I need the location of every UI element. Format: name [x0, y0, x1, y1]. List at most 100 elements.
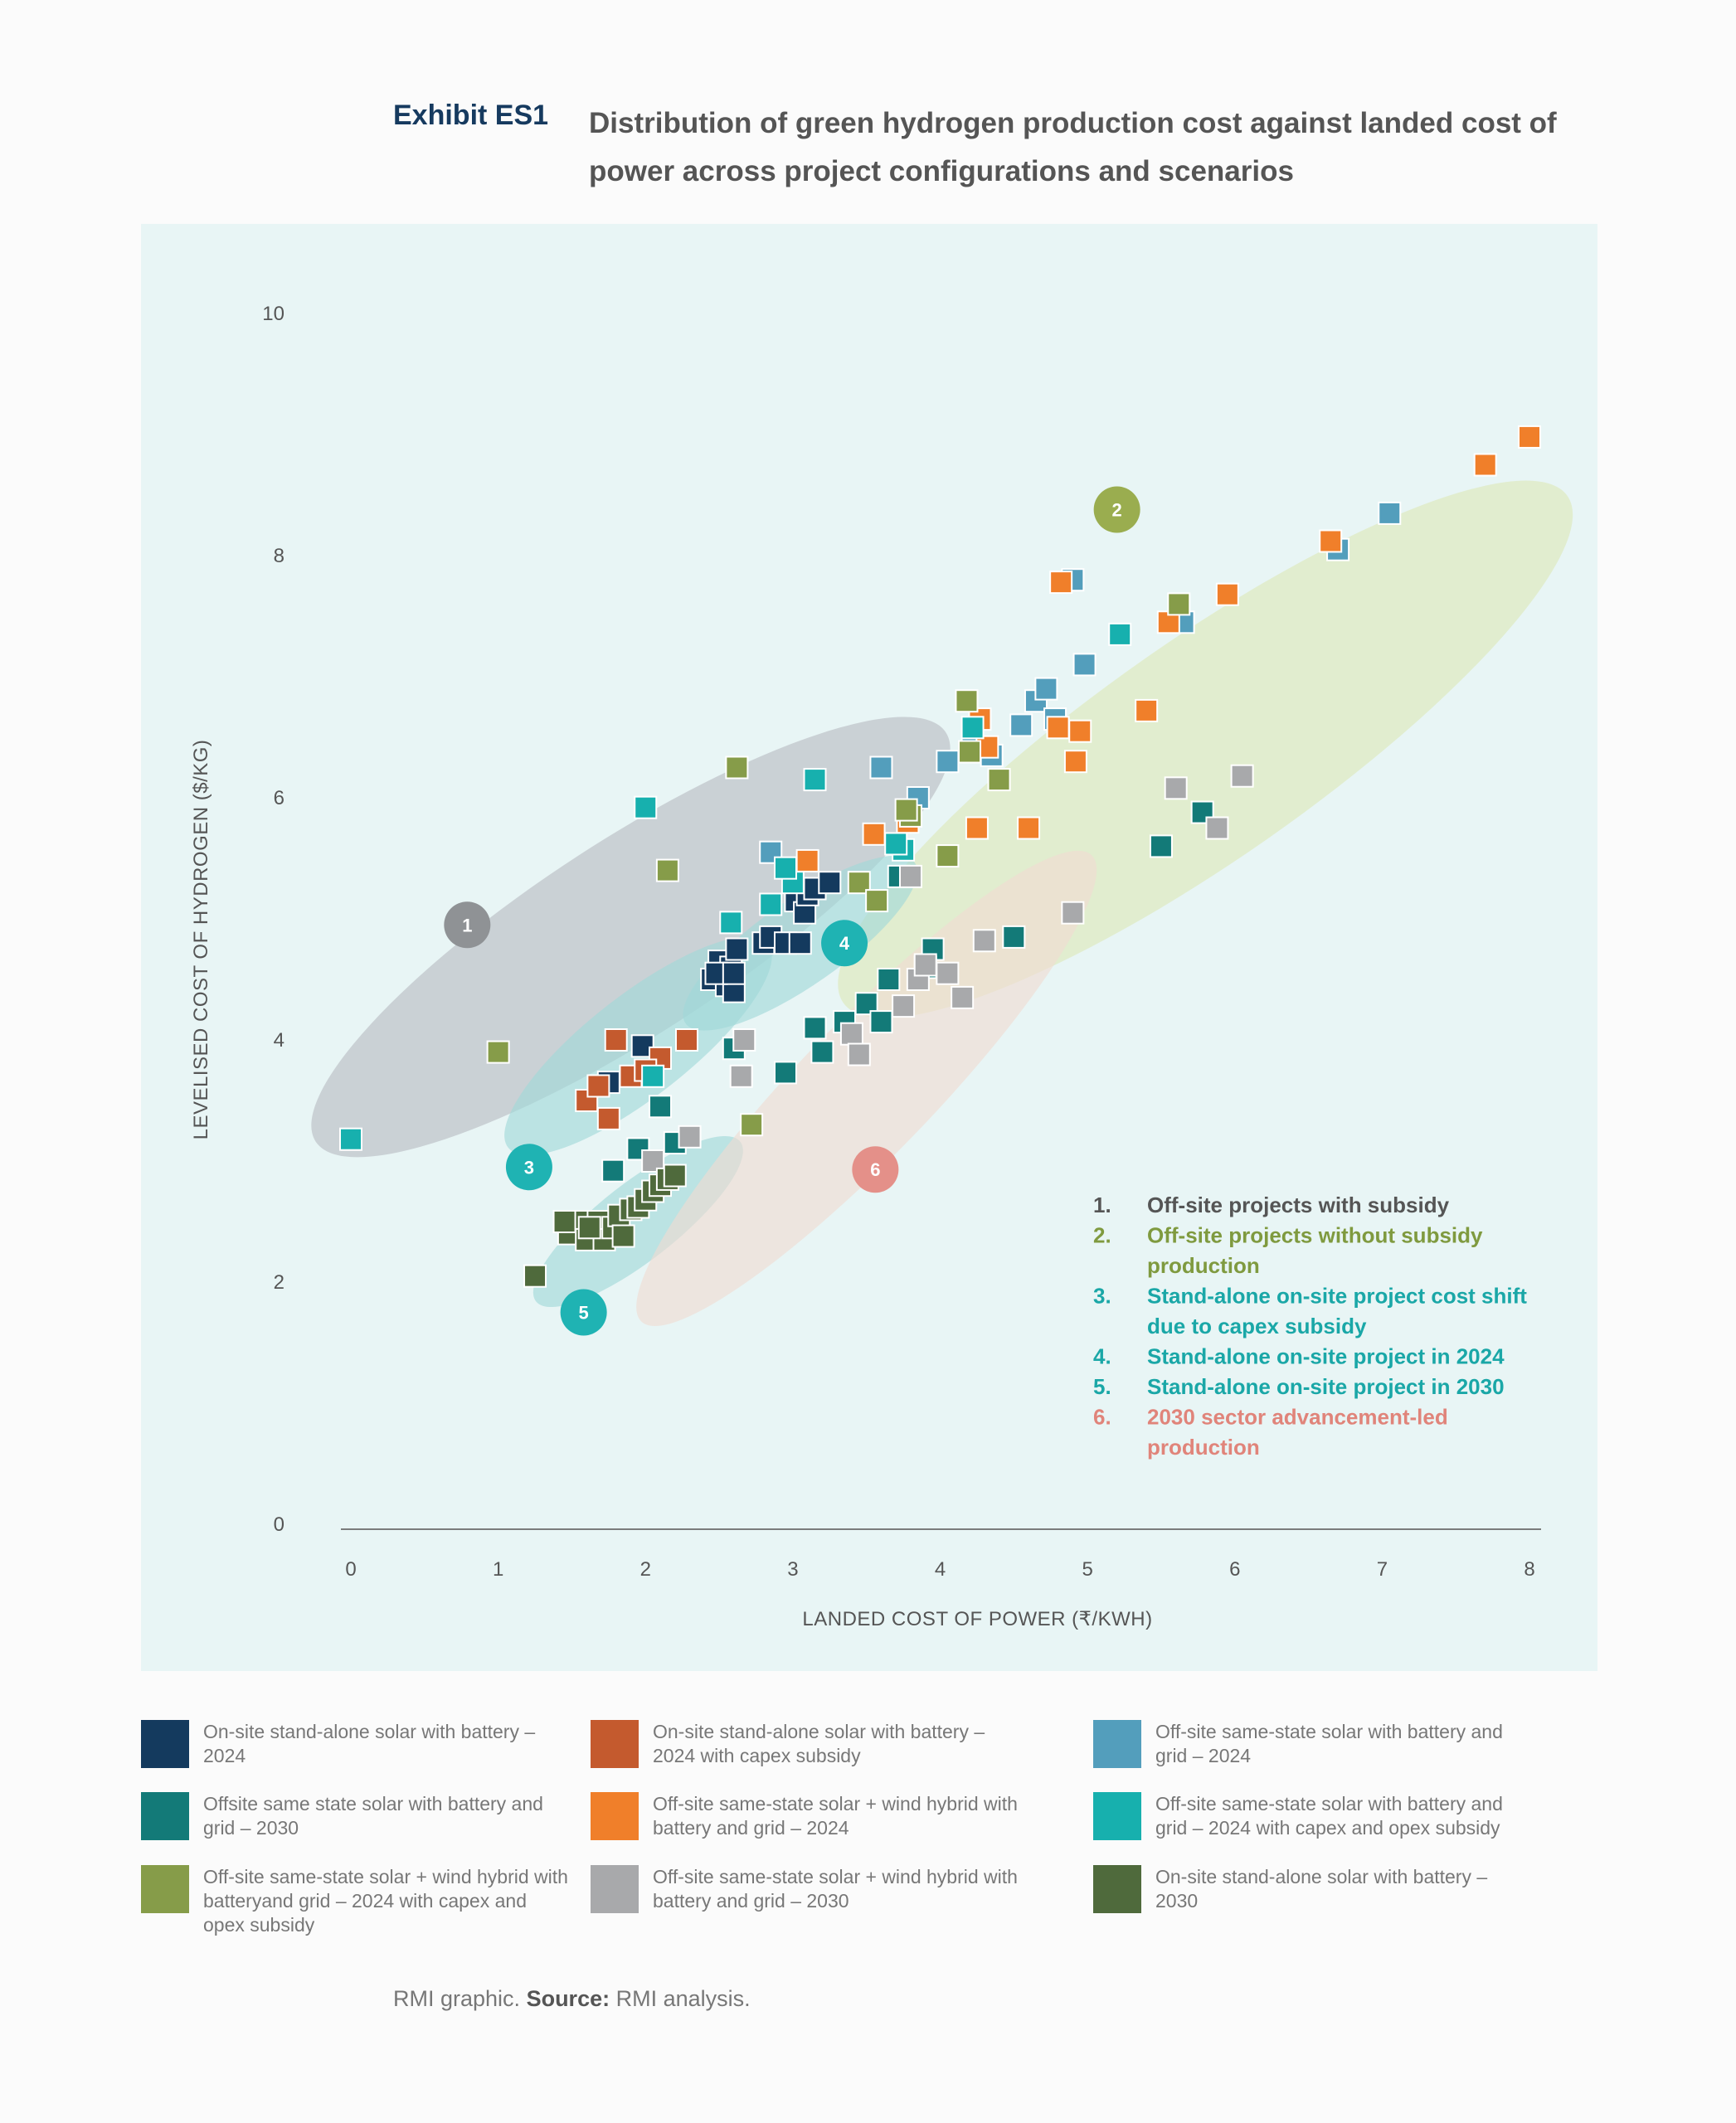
- region-marker-label: 1: [462, 915, 472, 935]
- axes: 0 1 2 3 4 5 6 7 8 0 2 4 6 8 10 LANDED COST OF POWER (₹/…: [190, 303, 1541, 1630]
- legend-swatch: [141, 1720, 189, 1768]
- region-markers: 1 2 3 4 5 6: [444, 486, 1140, 1336]
- legend-item: On-site stand-alone solar with battery –…: [141, 1718, 572, 1776]
- data-point-series-8: [1061, 901, 1085, 925]
- legend-swatch: [1093, 1792, 1141, 1840]
- annotation-number: 2.: [1093, 1223, 1111, 1248]
- legend-label: Off-site same-state solar + wind hybrid …: [653, 1793, 1018, 1839]
- data-point-series-5: [1046, 716, 1070, 740]
- legend-item: Off-site same-state solar + wind hybrid …: [141, 1863, 572, 1936]
- data-point-series-4: [877, 968, 901, 991]
- x-tick-label: 1: [493, 1558, 503, 1581]
- legend-swatch: [1093, 1720, 1141, 1768]
- data-point-series-8: [1230, 764, 1254, 788]
- data-point-series-3: [1378, 501, 1402, 525]
- annotation-text: Stand-alone on-site project cost shift: [1147, 1284, 1527, 1309]
- region-ellipse-1: [311, 717, 951, 1158]
- data-point-series-4: [649, 1095, 673, 1119]
- data-point-series-6: [773, 856, 797, 880]
- y-axis-label: LEVELISED COST OF HYDROGEN ($/KG): [190, 740, 212, 1140]
- data-point-series-6: [960, 716, 985, 740]
- data-point-series-7: [486, 1040, 510, 1064]
- annotation-text: due to capex subsidy: [1147, 1314, 1367, 1338]
- x-tick-label: 7: [1377, 1558, 1388, 1581]
- data-point-series-8: [913, 953, 937, 977]
- data-point-series-8: [972, 929, 996, 953]
- data-point-series-7: [894, 798, 918, 822]
- legend-item: Off-site same-state solar with battery a…: [1093, 1718, 1524, 1776]
- source-label: Source:: [526, 1986, 610, 2011]
- legend-item: Off-site same-state solar with battery a…: [1093, 1790, 1524, 1849]
- region-marker-label: 3: [524, 1157, 534, 1178]
- data-point-series-7: [847, 871, 871, 895]
- y-tick-label: 8: [274, 545, 284, 567]
- legend-label: Off-site same-state solar with battery a…: [1155, 1721, 1503, 1766]
- annotation-text: production: [1147, 1253, 1260, 1278]
- x-tick-label: 2: [640, 1558, 651, 1581]
- exhibit-label: Exhibit ES1: [393, 100, 549, 131]
- legend-label: Offsite same state solar with battery an…: [203, 1793, 543, 1839]
- legend-swatch: [591, 1865, 639, 1913]
- annotation-number: 1.: [1093, 1193, 1111, 1217]
- annotation-text: Off-site projects without subsidy: [1147, 1223, 1483, 1248]
- x-tick-label: 8: [1524, 1558, 1534, 1581]
- data-point-series-4: [869, 1010, 893, 1034]
- annotation-text: Stand-alone on-site project in 2030: [1147, 1374, 1505, 1399]
- data-point-series-7: [725, 755, 749, 780]
- data-point-series-3: [936, 750, 960, 774]
- source-text: RMI analysis.: [610, 1986, 751, 2011]
- data-point-series-5: [1068, 719, 1092, 743]
- data-point-series-5: [1473, 453, 1497, 477]
- data-point-series-6: [719, 911, 743, 935]
- annotation-number: 6.: [1093, 1405, 1111, 1430]
- legend-label: On-site stand-alone solar with battery –…: [653, 1721, 985, 1766]
- data-point-series-8: [732, 1028, 756, 1052]
- data-point-series-9: [577, 1216, 601, 1240]
- legend-label: Off-site same-state solar + wind hybrid …: [203, 1866, 568, 1936]
- chart-title: Distribution of green hydrogen productio…: [589, 107, 1557, 187]
- legend-item: Offsite same state solar with battery an…: [141, 1790, 572, 1849]
- region-marker-1: [444, 901, 491, 949]
- data-point-series-7: [936, 844, 960, 868]
- data-point-series-7: [987, 768, 1011, 792]
- legend-item: On-site stand-alone solar with battery –…: [1093, 1863, 1524, 1921]
- data-point-series-8: [678, 1125, 702, 1149]
- y-tick-label: 10: [262, 303, 284, 325]
- legend-item: Off-site same-state solar + wind hybrid …: [591, 1790, 1022, 1849]
- data-point-series-3: [1034, 677, 1058, 701]
- data-point-series-8: [1205, 816, 1229, 840]
- data-point-series-7: [655, 858, 679, 882]
- plot-panel: 0 1 2 3 4 5 6 7 8 0 2 4 6 8 10 LANDED COST OF POWER (₹/…: [141, 224, 1597, 1671]
- region-ellipse-6: [636, 850, 1097, 1326]
- legend-swatch: [141, 1792, 189, 1840]
- x-tick-label: 3: [787, 1558, 798, 1581]
- data-point-series-4: [1149, 834, 1173, 858]
- annotation-number: 3.: [1093, 1284, 1111, 1309]
- x-axis-label: LANDED COST OF POWER (₹/KWH): [802, 1608, 1152, 1630]
- data-point-series-2: [596, 1106, 620, 1130]
- annotation-number: 4.: [1093, 1344, 1111, 1369]
- legend-label: Off-site same-state solar + wind hybrid …: [653, 1866, 1018, 1912]
- annotation-text: production: [1147, 1435, 1260, 1460]
- data-point-series-2: [586, 1074, 610, 1098]
- data-point-series-5: [1063, 750, 1087, 774]
- data-point-series-4: [810, 1040, 834, 1064]
- data-point-series-1: [788, 931, 812, 955]
- legend-swatch: [591, 1720, 639, 1768]
- data-point-series-9: [663, 1164, 687, 1188]
- annotation-list: 1. Off-site projects with subsidy 2. Off-si…: [1093, 1193, 1527, 1460]
- data-point-series-5: [965, 816, 989, 840]
- data-point-series-8: [892, 994, 916, 1018]
- region-marker-5: [560, 1289, 607, 1336]
- source-prefix: RMI graphic.: [393, 1986, 527, 2011]
- data-point-series-1: [818, 871, 842, 895]
- data-point-series-5: [1319, 529, 1343, 553]
- region-marker-label: 2: [1112, 500, 1122, 521]
- data-point-series-7: [865, 889, 889, 913]
- data-point-series-6: [884, 832, 908, 856]
- data-point-series-1: [722, 961, 746, 985]
- data-point-series-4: [601, 1159, 625, 1183]
- region-marker-6: [852, 1146, 899, 1193]
- data-point-series-7: [958, 740, 982, 764]
- data-point-series-6: [339, 1127, 362, 1151]
